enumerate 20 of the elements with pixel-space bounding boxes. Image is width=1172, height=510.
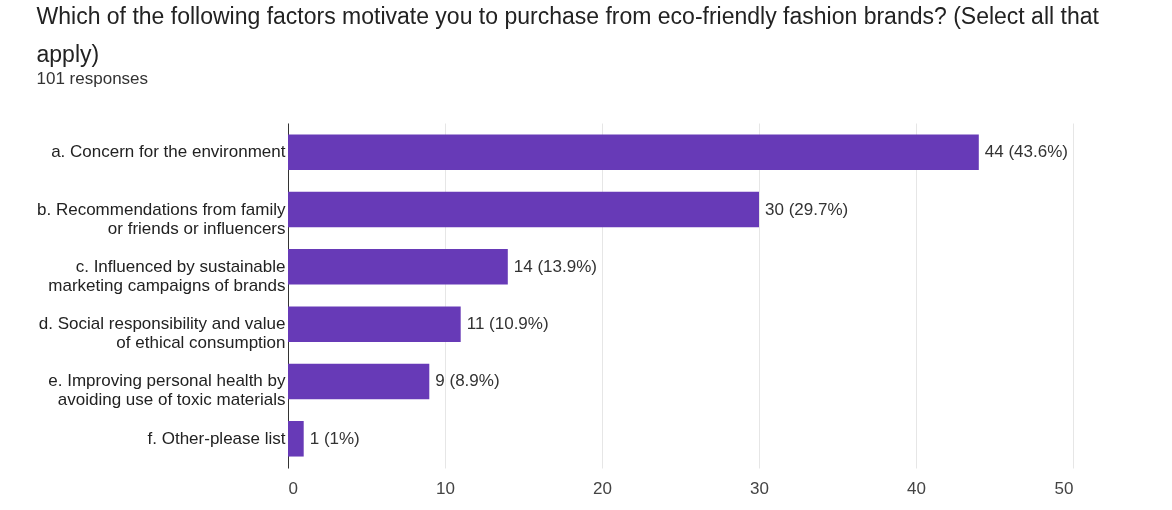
y-tick-label: e. Improving personal health by avoiding use of toxic materials	[48, 371, 286, 410]
y-tick-label: a. Concern for the environment	[51, 142, 286, 162]
data-label: 9 (8.9%)	[435, 371, 500, 391]
text: 101 responses	[36, 69, 149, 88]
x-tick-label: 0	[288, 478, 298, 498]
data-label: 44 (43.6%)	[984, 142, 1068, 162]
x-tick-label: 30	[750, 478, 769, 498]
data-label: 30 (29.7%)	[765, 199, 849, 219]
x-tick-label: 50	[1054, 478, 1074, 498]
data-label: 14 (13.9%)	[513, 256, 597, 276]
y-tick-label: f. Other-please list	[147, 428, 286, 448]
y-tick-label: c. Influenced by sustainable marketing campaigns of brands	[48, 256, 286, 295]
data-label: 1 (1%)	[309, 428, 360, 448]
y-tick-label: b. Recommendations from family or friends or influencers	[37, 199, 286, 238]
x-tick-label: 20	[593, 478, 612, 498]
chart-title: Which of the following factors motivate you to purchase from eco-friendly fashion brands? (Select all that apply)	[36, 3, 1100, 67]
x-tick-label: 10	[436, 478, 455, 498]
data-label: 11 (10.9%)	[466, 314, 549, 334]
x-tick-label: 40	[907, 478, 926, 498]
y-tick-label: d. Social responsibility and value of ethical consumption	[38, 314, 286, 353]
